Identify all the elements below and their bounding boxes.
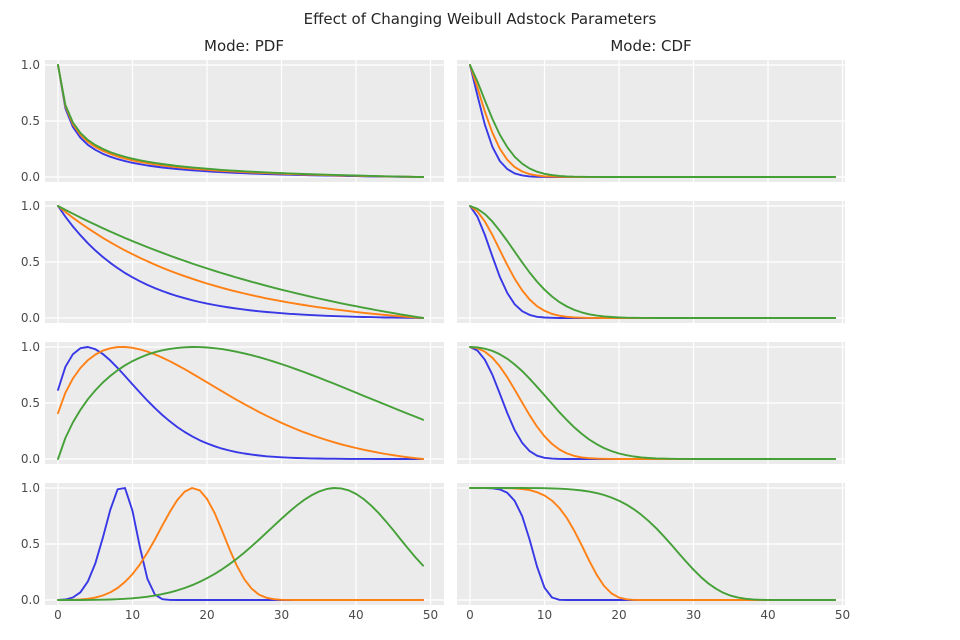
x-tick-label: 30	[685, 608, 702, 622]
figure-title: Effect of Changing Weibull Adstock Param…	[303, 10, 657, 28]
curve-pdf-shape1-scale=10	[57, 205, 425, 319]
subplot-row3-pdf	[45, 342, 444, 464]
x-tick-label: 10	[124, 608, 141, 622]
curve-pdf-shape0.5-scale=40	[57, 64, 425, 178]
y-tick-label: 1.0	[20, 340, 40, 354]
y-tick-label: 1.0	[20, 58, 40, 72]
y-tick-label: 0.0	[20, 452, 40, 466]
curve-pdf-shape5-scale=40	[57, 487, 425, 601]
subplot-row2-pdf	[45, 201, 444, 323]
x-tick-label: 50	[834, 608, 851, 622]
subplot-row1-cdf	[457, 60, 845, 182]
y-tick-label: 0.0	[20, 311, 40, 325]
subplot-row4-pdf	[45, 483, 444, 605]
curve-pdf-shape5-scale=20	[57, 487, 425, 601]
curve-cdf-shape5-scale=40	[469, 487, 837, 601]
curve-cdf-shape0.5-scale=40	[469, 64, 837, 178]
x-tick-label: 40	[760, 608, 776, 622]
column-title-pdf: Mode: PDF	[204, 37, 284, 55]
y-tick-label: 0.5	[20, 537, 40, 551]
subplot-row3-cdf	[457, 342, 845, 464]
y-tick-label: 0.0	[20, 170, 40, 184]
x-tick-label: 0	[54, 608, 62, 622]
curve-pdf-shape1.5-scale=40	[57, 346, 425, 460]
x-tick-label: 20	[611, 608, 627, 622]
column-title-cdf: Mode: CDF	[610, 37, 692, 55]
curve-pdf-shape1.5-scale=20	[57, 346, 425, 460]
curve-pdf-shape1-scale=40	[57, 205, 425, 319]
y-tick-label: 1.0	[20, 481, 40, 495]
x-tick-label: 30	[273, 608, 290, 622]
y-tick-label: 0.5	[20, 396, 40, 410]
subplot-row2-cdf	[457, 201, 845, 323]
x-tick-label: 10	[536, 608, 553, 622]
curve-pdf-shape1-scale=20	[57, 205, 425, 319]
x-tick-label: 40	[348, 608, 364, 622]
x-tick-label: 0	[466, 608, 474, 622]
curve-cdf-shape1.5-scale=40	[469, 346, 837, 460]
curve-cdf-shape1-scale=40	[469, 205, 837, 319]
y-tick-label: 1.0	[20, 199, 40, 213]
y-tick-label: 0.5	[20, 255, 40, 269]
x-tick-label: 50	[422, 608, 439, 622]
y-tick-label: 0.5	[20, 114, 40, 128]
subplot-row4-cdf	[457, 483, 845, 605]
y-tick-label: 0.0	[20, 593, 40, 607]
x-tick-label: 20	[199, 608, 215, 622]
subplot-row1-pdf	[45, 60, 444, 182]
